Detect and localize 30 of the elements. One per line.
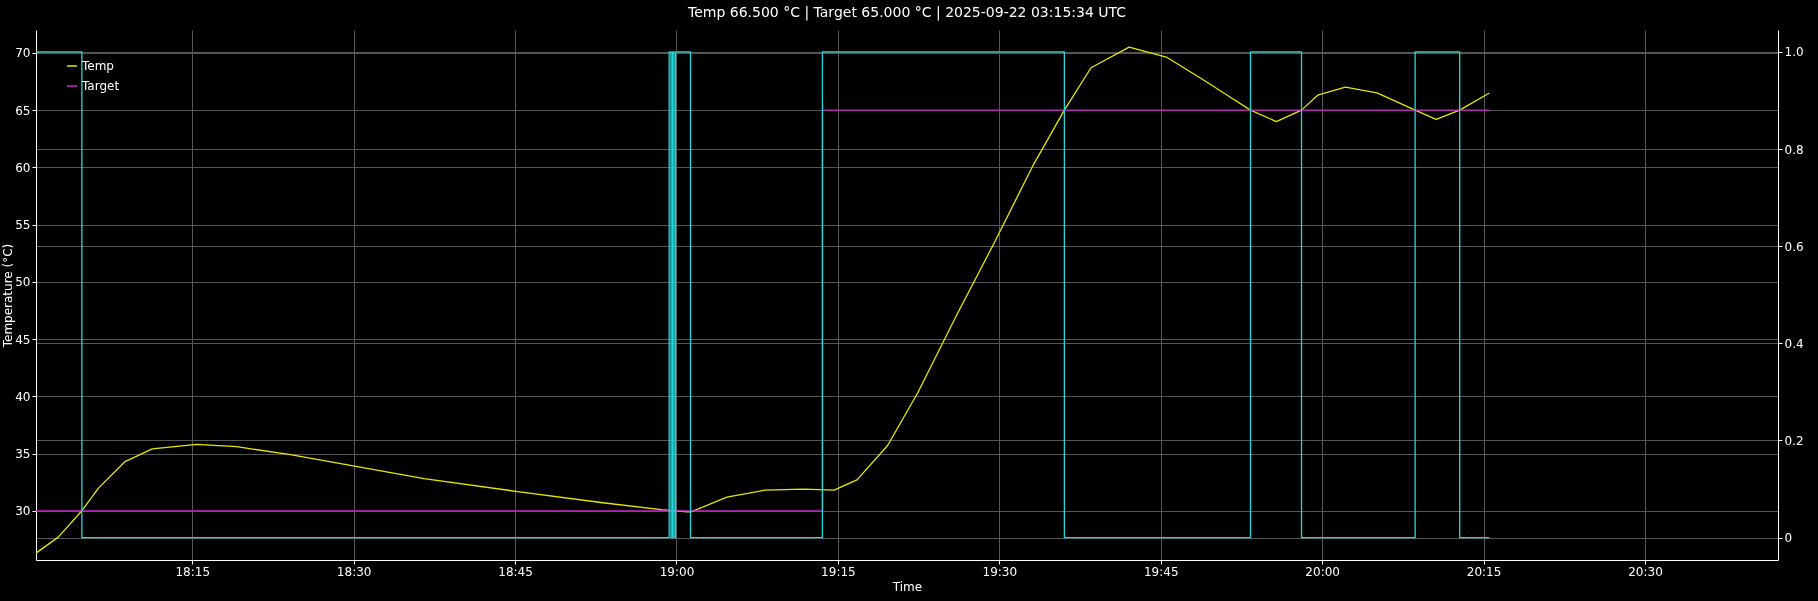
x-tick-label: 20:00: [1305, 564, 1340, 579]
y-tick-label: 50: [15, 275, 31, 290]
y2-tick-label: 0.8: [1784, 142, 1804, 157]
x-tick-label: 19:00: [659, 564, 695, 579]
x-tick-label: 18:15: [175, 564, 211, 579]
y-tick-label: 45: [15, 332, 31, 347]
y-tick-label: 60: [15, 160, 31, 175]
y-axis-title: Temperature (°C): [0, 243, 15, 349]
x-tick-label: 19:15: [821, 564, 856, 579]
y-tick-label: 35: [15, 447, 31, 462]
y-tick-label: 70: [15, 46, 31, 61]
legend-label: Target: [81, 79, 120, 93]
y-tick-label: 30: [15, 504, 31, 519]
x-tick-label: 19:30: [982, 564, 1018, 579]
y2-tick-label: 0: [1784, 531, 1793, 546]
x-tick-label: 20:30: [1628, 564, 1663, 579]
x-tick-label: 19:45: [1143, 564, 1179, 579]
y2-tick-label: 1.0: [1784, 45, 1804, 60]
y-tick-label: 40: [15, 389, 31, 404]
x-axis-title: Time: [891, 579, 923, 594]
y-tick-label: 65: [15, 103, 31, 118]
x-tick-label: 18:30: [336, 564, 372, 579]
y2-tick-label: 0.6: [1784, 239, 1804, 254]
y-tick-label: 55: [15, 218, 31, 233]
x-tick-label: 18:45: [498, 564, 533, 579]
chart-title: Temp 66.500 °C | Target 65.000 °C | 2025-09-22 03:15:34 UTC: [686, 4, 1127, 21]
y2-tick-label: 0.2: [1784, 433, 1804, 448]
y2-tick-label: 0.4: [1784, 336, 1804, 351]
legend-label: Temp: [81, 59, 114, 73]
x-tick-label: 20:15: [1466, 564, 1502, 579]
